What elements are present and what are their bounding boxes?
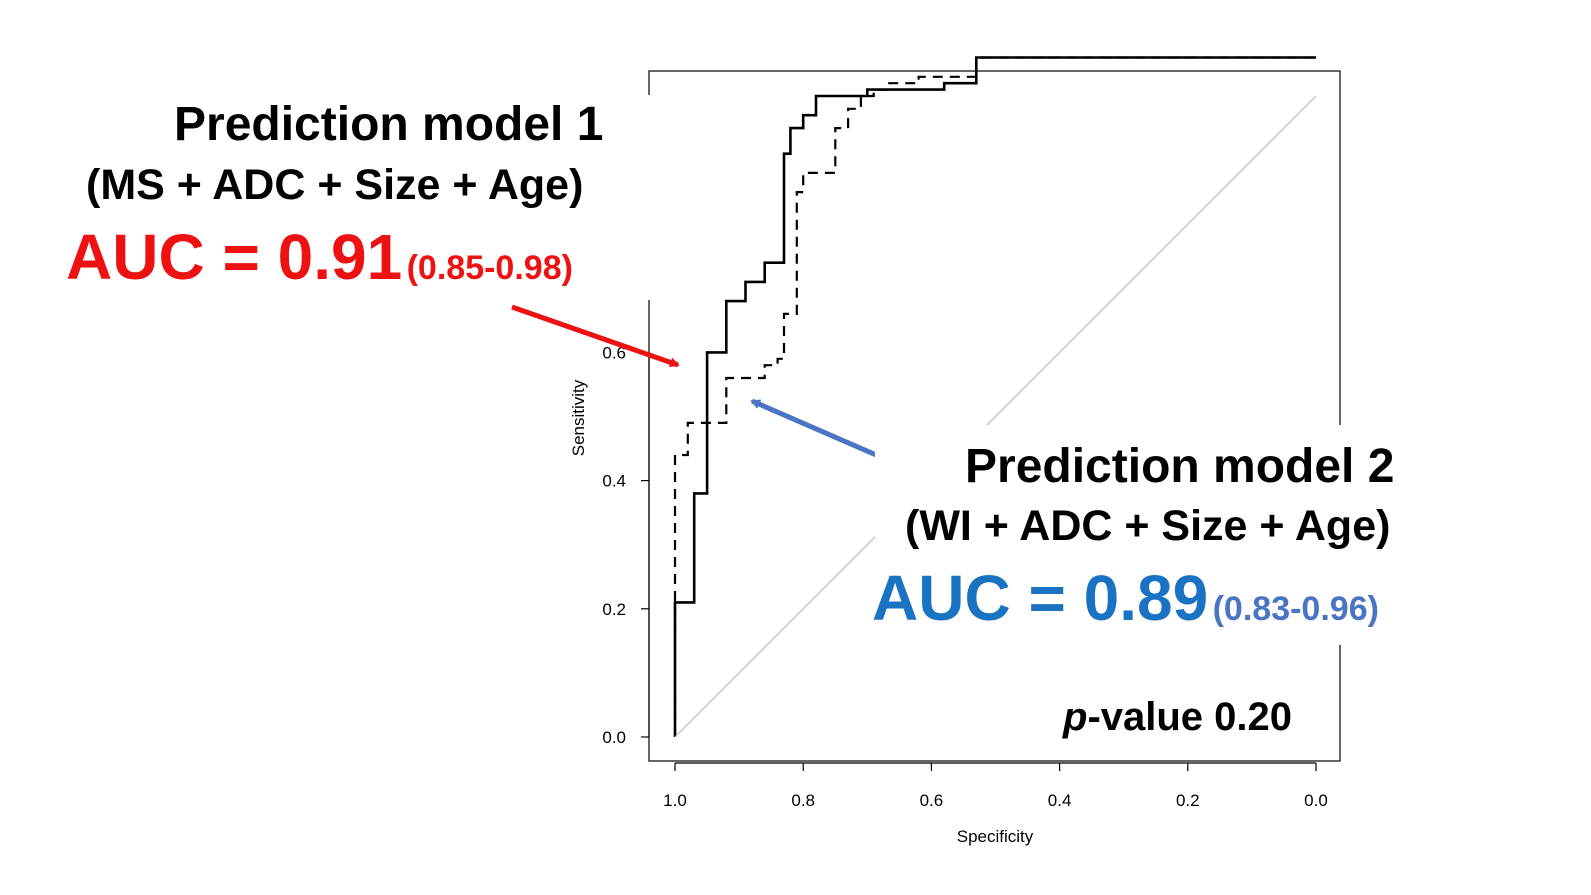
- annotation-backdrop-2: [875, 425, 1475, 645]
- y-tick-label: 0.6: [602, 343, 626, 362]
- x-tick-label: 0.0: [1304, 791, 1328, 810]
- reference-diagonal: [674, 95, 1317, 738]
- model1-variables: (MS + ADC + Size + Age): [86, 161, 584, 209]
- x-tick-label: 0.4: [1048, 791, 1072, 810]
- model2-auc-ci: (0.83-0.96): [1212, 590, 1379, 628]
- p-value-prefix: p: [1063, 695, 1088, 739]
- plot-frame: [648, 70, 1341, 762]
- model1-auc-value: AUC = 0.91: [66, 221, 403, 293]
- y-axis: 0.0 0.2 0.4 0.6: [602, 343, 650, 747]
- model2-title: Prediction model 2: [965, 440, 1395, 493]
- y-tick-label: 0.0: [602, 728, 626, 747]
- x-tick-label: 1.0: [663, 791, 687, 810]
- roc-curve-dashed: [673, 56, 1316, 737]
- model1-auc-ci: (0.85-0.98): [406, 249, 573, 287]
- x-axis-label: Specificity: [957, 827, 1034, 846]
- y-tick-label: 0.4: [602, 472, 626, 491]
- y-axis-label: Sensitivity: [569, 379, 588, 456]
- annotation-backdrop-1: [60, 95, 650, 300]
- p-value: p-value 0.20: [1063, 697, 1292, 737]
- model2-auc: AUC = 0.89 (0.83-0.96): [872, 566, 1379, 630]
- x-tick-label: 0.8: [791, 791, 815, 810]
- x-tick-label: 0.6: [920, 791, 944, 810]
- p-value-text: -value 0.20: [1087, 695, 1293, 739]
- model2-auc-value: AUC = 0.89: [872, 562, 1209, 634]
- model1-title: Prediction model 1: [174, 98, 604, 151]
- roc-curve-solid: [673, 56, 1316, 737]
- annotation-backdrop-3: [1060, 690, 1335, 740]
- model1-auc: AUC = 0.91 (0.85-0.98): [66, 225, 573, 289]
- x-axis: 1.0 0.8 0.6 0.4 0.2 0.0: [663, 762, 1328, 810]
- model2-variables: (WI + ADC + Size + Age): [905, 502, 1391, 550]
- y-tick-label: 0.2: [602, 600, 626, 619]
- x-tick-label: 0.2: [1176, 791, 1200, 810]
- model1-arrow: [511, 304, 680, 368]
